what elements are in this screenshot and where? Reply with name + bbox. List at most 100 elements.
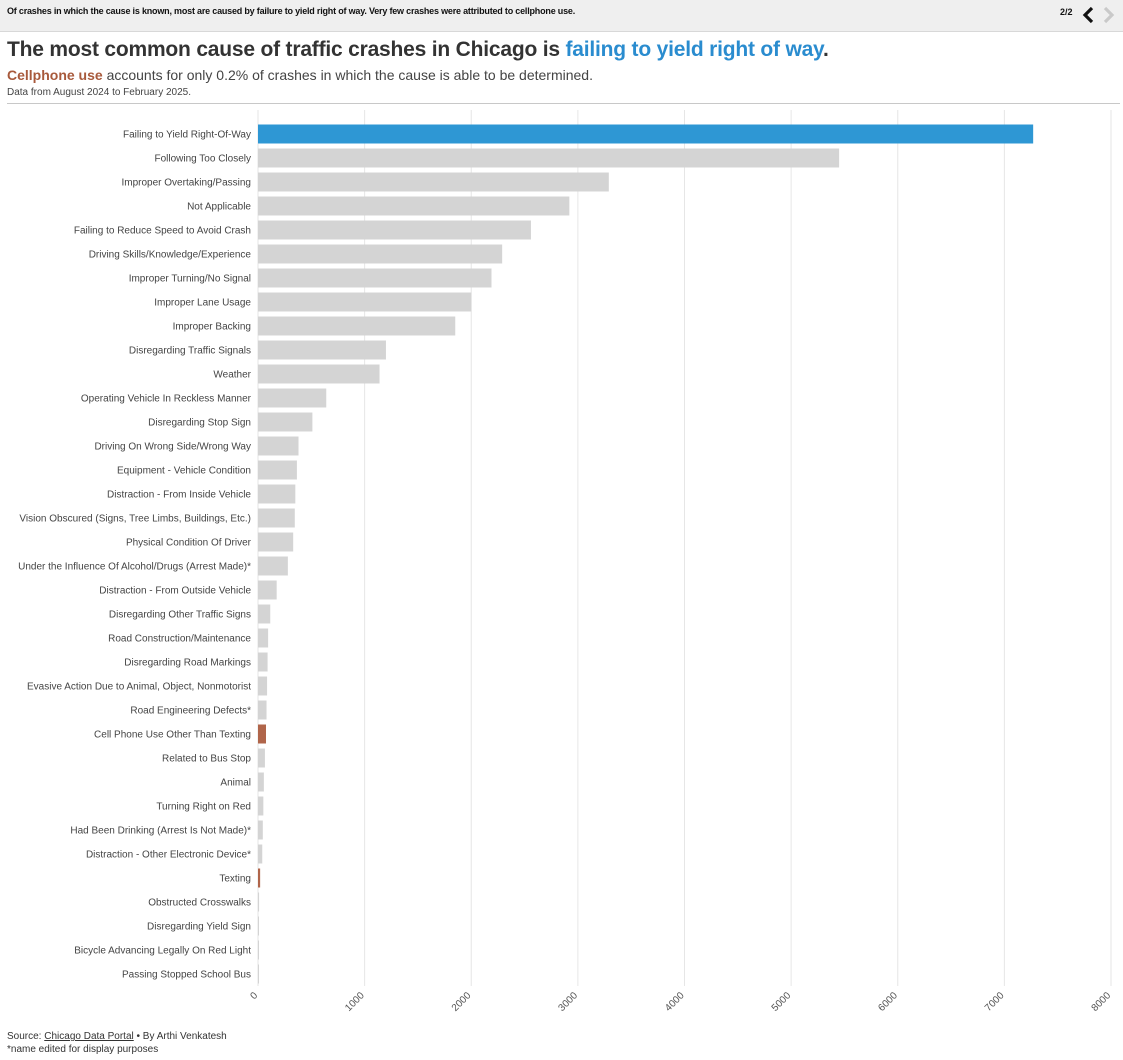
category-label: Under the Influence Of Alcohol/Drugs (Ar… bbox=[18, 562, 251, 573]
chart-subtitle: Cellphone use accounts for only 0.2% of … bbox=[7, 67, 593, 83]
bar bbox=[258, 868, 261, 888]
date-range-note: Data from August 2024 to February 2025. bbox=[7, 87, 191, 98]
x-tick-label: 3000 bbox=[556, 990, 580, 1014]
category-label: Driving On Wrong Side/Wrong Way bbox=[94, 442, 251, 453]
bar bbox=[258, 676, 268, 696]
category-label: Obstructed Crosswalks bbox=[148, 898, 251, 909]
footer: Source: Chicago Data Portal • By Arthi V… bbox=[7, 1030, 227, 1056]
chart-title: The most common cause of traffic crashes… bbox=[7, 38, 829, 62]
category-label: Distraction - From Inside Vehicle bbox=[107, 490, 251, 501]
bar bbox=[258, 196, 570, 216]
category-label: Animal bbox=[220, 778, 251, 789]
previous-button[interactable] bbox=[1079, 4, 1097, 26]
bar bbox=[258, 604, 271, 624]
bar bbox=[258, 724, 266, 744]
category-label: Weather bbox=[213, 370, 251, 381]
x-tick-label: 1000 bbox=[343, 990, 367, 1014]
category-label: Improper Backing bbox=[173, 322, 251, 333]
bar bbox=[258, 316, 456, 336]
bar bbox=[258, 532, 294, 552]
x-tick-label: 0 bbox=[248, 990, 260, 1002]
category-label: Improper Lane Usage bbox=[154, 298, 251, 309]
bar bbox=[258, 700, 267, 720]
category-label: Disregarding Traffic Signals bbox=[129, 346, 251, 357]
next-button[interactable] bbox=[1100, 4, 1118, 26]
bar bbox=[258, 748, 265, 768]
bar bbox=[258, 436, 299, 456]
bar bbox=[258, 844, 263, 864]
bar bbox=[258, 580, 277, 600]
category-label: Equipment - Vehicle Condition bbox=[117, 466, 251, 477]
bar-chart: 0 1000 2000 3000 4000 5000 6000 7000 8000 Failing… bbox=[18, 110, 1114, 1014]
bar bbox=[258, 892, 260, 912]
category-label: Road Construction/Maintenance bbox=[108, 634, 251, 645]
category-label: Texting bbox=[219, 874, 251, 885]
category-label: Physical Condition Of Driver bbox=[126, 538, 252, 549]
category-label: Improper Overtaking/Passing bbox=[121, 178, 251, 189]
bar bbox=[258, 148, 840, 168]
bar bbox=[258, 244, 503, 264]
x-tick-label: 8000 bbox=[1090, 990, 1114, 1014]
bar bbox=[258, 292, 472, 312]
category-label: Had Been Drinking (Arrest Is Not Made)* bbox=[70, 826, 251, 837]
bar bbox=[258, 172, 609, 192]
category-label: Driving Skills/Knowledge/Experience bbox=[89, 250, 252, 261]
subtitle-highlight: Cellphone use bbox=[7, 67, 103, 83]
bar bbox=[258, 508, 295, 528]
bar bbox=[258, 796, 264, 816]
title-suffix: . bbox=[822, 38, 829, 61]
bar bbox=[258, 772, 264, 792]
category-label: Following Too Closely bbox=[154, 154, 251, 165]
bar bbox=[258, 388, 327, 408]
bar bbox=[258, 820, 263, 840]
category-label: Distraction - Other Electronic Device* bbox=[86, 850, 251, 861]
bar bbox=[258, 628, 269, 648]
bar bbox=[258, 220, 531, 240]
subtitle-rest: accounts for only 0.2% of crashes in whi… bbox=[102, 67, 593, 83]
bar bbox=[258, 412, 313, 432]
top-bar: Of crashes in which the cause is known, … bbox=[0, 0, 1123, 32]
title-prefix: The most common cause of traffic crashes… bbox=[7, 38, 566, 61]
category-label: Bicycle Advancing Legally On Red Light bbox=[74, 946, 251, 957]
category-label: Disregarding Yield Sign bbox=[147, 922, 251, 933]
category-label: Disregarding Other Traffic Signs bbox=[109, 610, 251, 621]
bar bbox=[258, 964, 259, 984]
bar bbox=[258, 124, 1034, 144]
category-label: Disregarding Road Markings bbox=[124, 658, 251, 669]
category-label: Failing to Reduce Speed to Avoid Crash bbox=[74, 226, 251, 237]
bar bbox=[258, 940, 259, 960]
source-prefix: Source: bbox=[7, 1031, 45, 1042]
slide-caption: Of crashes in which the cause is known, … bbox=[7, 6, 576, 16]
footnote: *name edited for display purposes bbox=[7, 1044, 159, 1055]
source-link[interactable]: Chicago Data Portal bbox=[44, 1031, 134, 1042]
x-tick-label: 7000 bbox=[983, 990, 1007, 1014]
category-label: Distraction - From Outside Vehicle bbox=[99, 586, 251, 597]
category-label: Passing Stopped School Bus bbox=[122, 970, 251, 981]
source-line: Source: Chicago Data Portal • By Arthi V… bbox=[7, 1030, 227, 1043]
bar bbox=[258, 460, 297, 480]
category-label: Related to Bus Stop bbox=[162, 754, 251, 765]
chevron-right-icon bbox=[1103, 6, 1115, 24]
bar bbox=[258, 652, 268, 672]
bar bbox=[258, 268, 492, 288]
x-tick-label: 4000 bbox=[663, 990, 687, 1014]
category-label: Not Applicable bbox=[187, 202, 251, 213]
category-label: Road Engineering Defects* bbox=[130, 706, 251, 717]
byline: • By Arthi Venkatesh bbox=[133, 1031, 227, 1042]
bar bbox=[258, 556, 288, 576]
bar bbox=[258, 484, 296, 504]
category-label: Disregarding Stop Sign bbox=[148, 418, 251, 429]
x-tick-label: 2000 bbox=[450, 990, 474, 1014]
category-label: Operating Vehicle In Reckless Manner bbox=[81, 394, 252, 405]
category-label: Evasive Action Due to Animal, Object, No… bbox=[27, 682, 251, 693]
bar bbox=[258, 916, 259, 936]
chevron-left-icon bbox=[1082, 6, 1094, 24]
x-tick-label: 6000 bbox=[876, 990, 900, 1014]
category-label: Improper Turning/No Signal bbox=[129, 274, 251, 285]
header-divider bbox=[7, 103, 1120, 104]
page-indicator: 2/2 bbox=[1060, 7, 1073, 17]
bar bbox=[258, 364, 380, 384]
title-highlight: failing to yield right of way bbox=[565, 38, 823, 61]
category-label: Failing to Yield Right-Of-Way bbox=[123, 130, 251, 141]
bar bbox=[258, 340, 386, 360]
